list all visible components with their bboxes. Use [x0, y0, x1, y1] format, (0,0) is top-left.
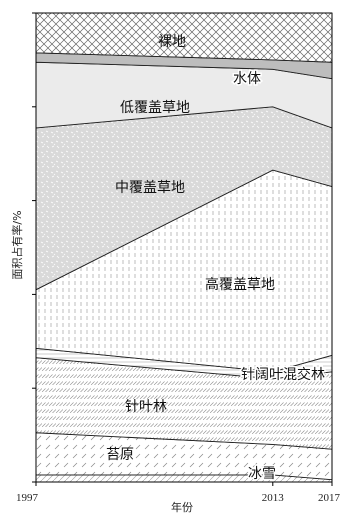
- x-axis-title: 年份: [171, 500, 193, 514]
- y-axis-title: 面积占有率/%: [10, 210, 24, 279]
- label-ice-snow: 冰雪: [248, 466, 276, 482]
- area-layers: [36, 13, 332, 482]
- label-coniferous-forest: 针叶林: [125, 399, 167, 415]
- label-mixed-forest: 针阔叶混交林: [241, 366, 325, 383]
- label-water: 水体: [233, 71, 261, 87]
- x-tick-label: 1997: [16, 492, 39, 504]
- label-tundra: 苔原: [106, 446, 134, 463]
- label-low-cover-grassland: 低覆盖草地: [120, 100, 190, 116]
- label-bare-land: 裸地: [158, 34, 186, 50]
- label-high-cover-grassland: 高覆盖草地: [205, 276, 275, 293]
- y-axis-ticks: [32, 13, 36, 482]
- x-tick-label: 2017: [318, 492, 341, 504]
- label-medium-cover-grassland: 中覆盖草地: [115, 180, 185, 196]
- x-tick-label: 2013: [262, 492, 285, 504]
